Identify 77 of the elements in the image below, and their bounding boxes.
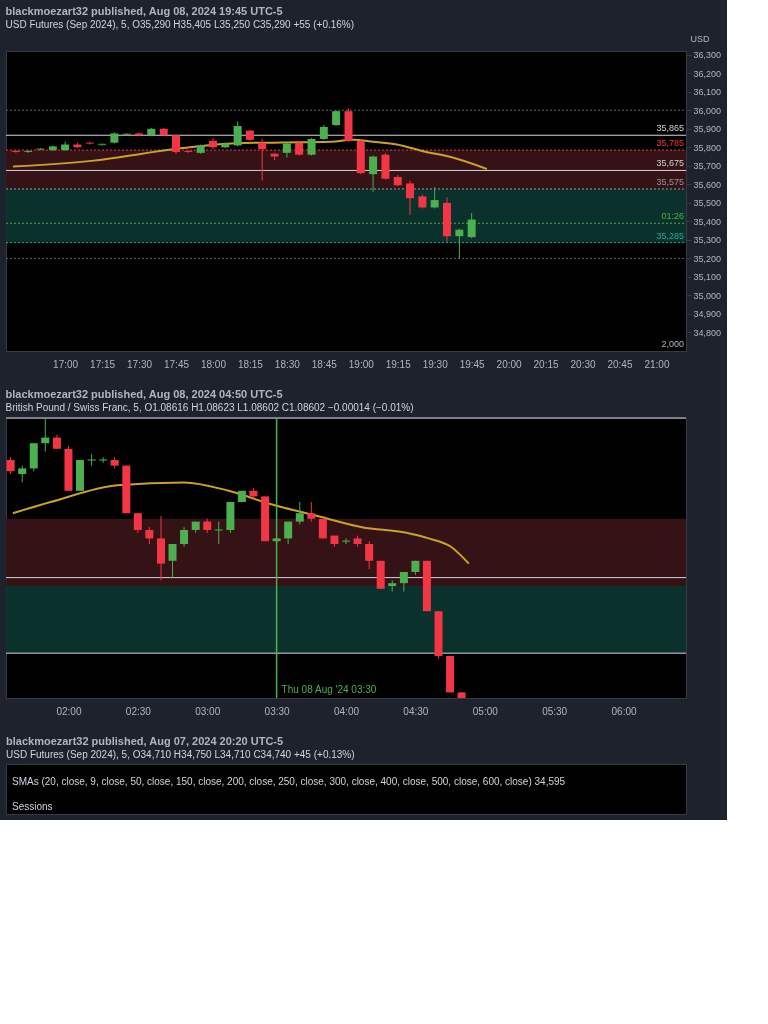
x-tick-label: 18:15 [237,358,264,370]
candlestick [180,526,189,548]
x-tick-label: 02:30 [125,705,152,717]
y-tick-label: 35,700 [693,161,722,172]
y-tick-label: 35,000 [693,290,722,301]
candlestick [168,543,177,579]
y-tick-label: 35,200 [693,253,722,264]
ref-line-label: 35,285 [656,230,684,241]
text: blackmoezart32 published, Aug 07, 2024 20:20 UTC-5 [6,735,284,747]
ref-line-label: Thu 08 Aug '24 03:30 [281,684,377,695]
x-tick-label: 19:45 [459,358,486,370]
candlestick [365,540,374,570]
x-tick-label: 06:00 [611,705,637,717]
x-tick-label: 18:30 [274,358,301,370]
candlestick [455,228,464,259]
x-tick-label: 18:00 [200,358,227,370]
annotation: 01:26 [661,211,684,222]
x-tick-label: 04:00 [333,705,360,717]
candlestick [307,501,316,523]
y-tick-label: 34,800 [693,327,722,338]
x-tick-label: 05:30 [542,705,568,717]
x-tick-label: 20:00 [496,358,523,370]
y-tick-label: 35,500 [693,198,722,209]
chart-title: blackmoezart32 published, Aug 08, 2024 19:45 UTC-5 [5,5,283,17]
x-tick-label: 02:00 [56,705,82,717]
candlestick [99,456,108,464]
candlestick [399,571,408,593]
text: Sessions [12,800,53,812]
y-tick-label: 35,600 [693,179,722,190]
x-tick-label: 03:00 [195,705,221,717]
candlestick [369,155,378,193]
candlestick [430,186,439,209]
x-tick-label: 17:15 [90,358,116,370]
text: SMAs (20, close, 9, close, 50, close, 150, close, 200, close, 250, close, 300, close, 400, close, 500, close, 600, close) 34,595 [12,775,566,787]
x-tick-label: 21:00 [644,358,670,370]
x-tick-label: 19:15 [385,358,412,370]
x-tick-label: 03:30 [264,705,291,717]
x-tick-label: 05:00 [472,705,499,717]
candlestick [233,120,242,147]
x-tick-label: 20:45 [607,358,633,370]
x-tick-label: 17:00 [53,358,79,370]
chart-title: blackmoezart32 published, Aug 08, 2024 04:50 UTC-5 [5,388,283,401]
y-tick-label: 36,100 [693,87,722,98]
y-tick-label: 35,900 [693,124,722,135]
x-tick-label: 19:00 [348,358,375,370]
candlestick [406,180,415,216]
candlestick [135,131,144,137]
x-tick-label: 04:30 [403,705,429,717]
x-tick-label: 17:45 [163,358,190,370]
text: USD Futures (Sep 2024), 5, O34,710 H34,750 L34,710 C34,740 +45 (+0.13%) [6,749,355,760]
x-tick-label: 18:45 [311,358,338,370]
y-tick-label: 36,000 [693,105,722,116]
candlestick [208,137,217,150]
candlestick [214,521,223,545]
y-tick-label: 34,900 [693,309,722,320]
y-tick-label: 36,200 [693,68,722,79]
y-tick-label: 35,300 [693,235,722,246]
ref-line-label: 35,675 [656,158,684,169]
chart-subtitle: British Pound / Swiss Franc, 5, O1.08616 H1.08623 L1.08602 C1.08602 −0.00014 (−0.01%) [5,402,414,414]
x-tick-label: 19:30 [422,358,449,370]
y-tick-label: 35,100 [693,272,722,283]
x-tick-label: 20:15 [533,358,560,370]
x-tick-label: 20:30 [570,358,596,370]
x-tick-label: 17:30 [127,358,153,370]
candlestick [342,537,350,545]
ref-line-label: 35,575 [656,176,684,187]
ref-line-label: 35,865 [656,123,684,134]
candlestick [295,501,304,525]
candlestick [133,512,142,534]
y-tick-label: 36,300 [693,50,722,61]
y-tick-label: 35,800 [693,142,722,153]
candlestick [87,453,96,467]
y-axis-title: USD [690,33,710,44]
chart-subtitle: USD Futures (Sep 2024), 5, O35,290 H35,405 L35,250 C35,290 +55 (+0.16%) [5,19,355,30]
annotation: 2,000 [661,339,684,349]
y-tick-label: 35,400 [693,216,722,227]
ref-line-label: 35,785 [656,138,684,149]
